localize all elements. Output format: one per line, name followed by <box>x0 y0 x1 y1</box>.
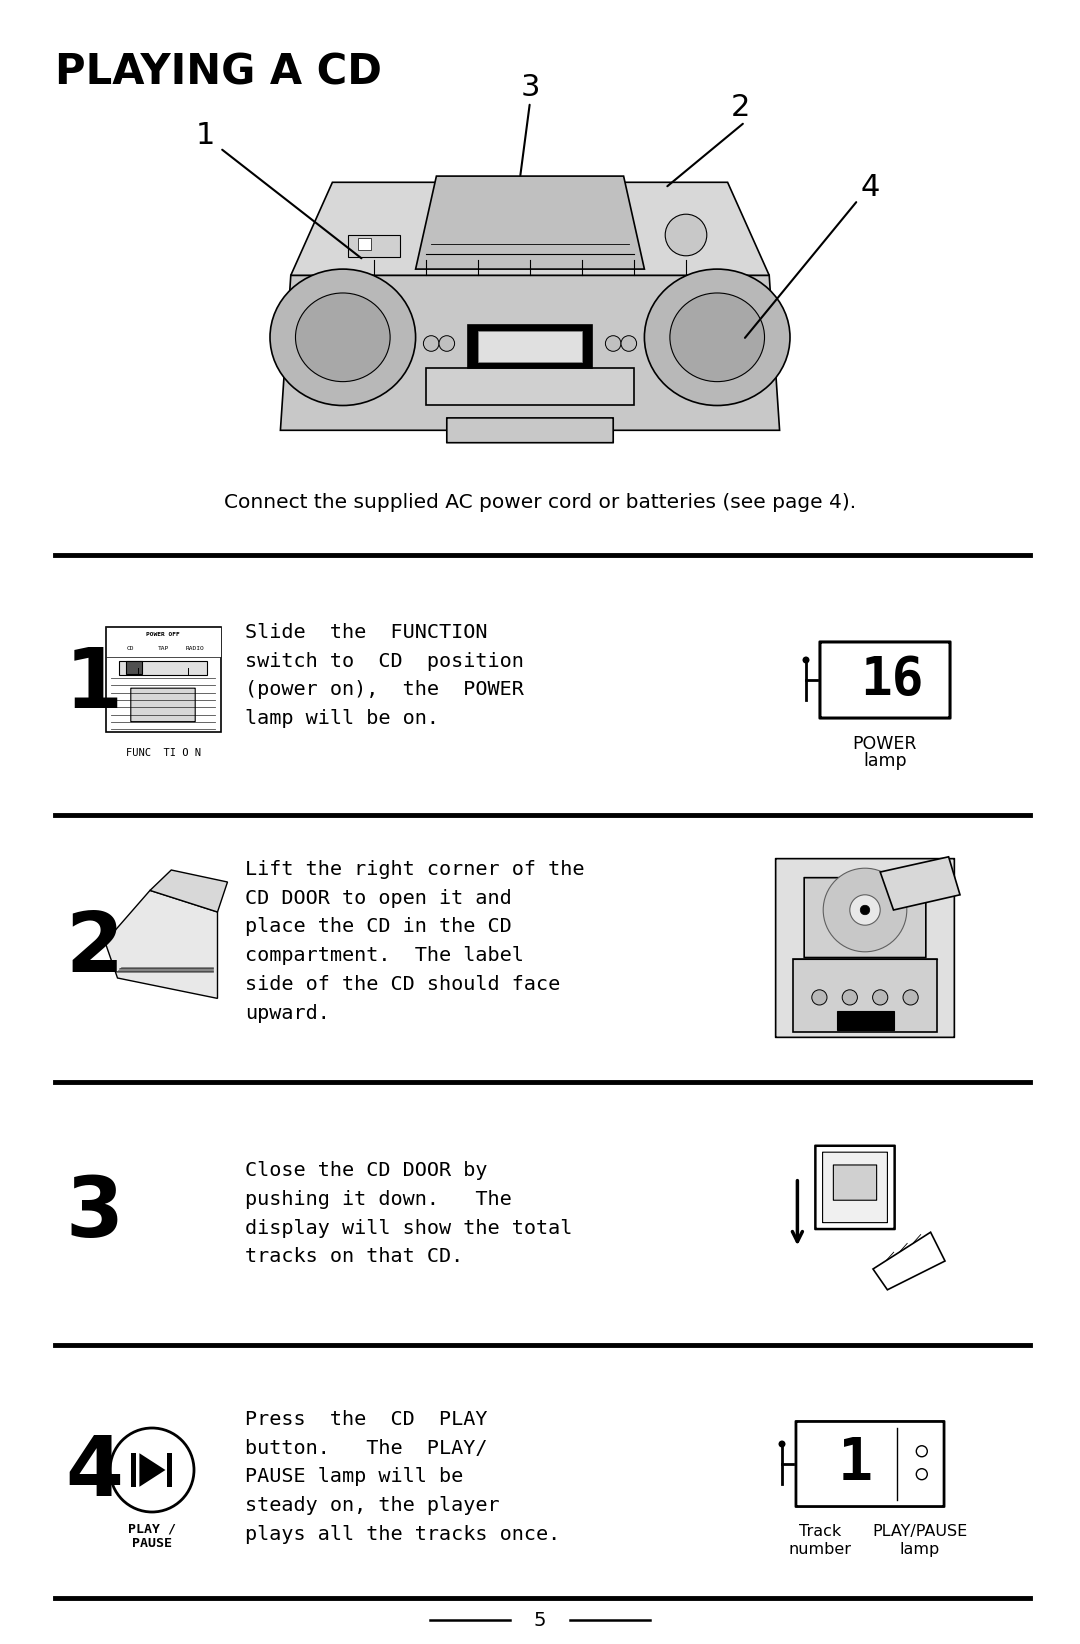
Text: 5: 5 <box>534 1611 546 1629</box>
Text: POWER: POWER <box>853 735 917 753</box>
Circle shape <box>802 656 810 664</box>
Text: 1: 1 <box>65 644 123 725</box>
FancyBboxPatch shape <box>447 418 613 442</box>
Text: Connect the supplied AC power cord or batteries (see page 4).: Connect the supplied AC power cord or ba… <box>224 493 856 511</box>
Text: 4: 4 <box>861 174 880 202</box>
Text: Close the CD DOOR by
pushing it down.   The
display will show the total
tracks o: Close the CD DOOR by pushing it down. Th… <box>245 1161 572 1266</box>
Ellipse shape <box>296 293 390 381</box>
Text: 16: 16 <box>860 654 923 705</box>
Circle shape <box>779 1440 785 1447</box>
Text: Press  the  CD  PLAY
button.   The  PLAY/
PAUSE lamp will be
steady on, the play: Press the CD PLAY button. The PLAY/ PAUS… <box>245 1411 561 1544</box>
Polygon shape <box>873 1233 945 1291</box>
Polygon shape <box>416 176 645 270</box>
Bar <box>468 326 593 368</box>
Text: Slide  the  FUNCTION
switch to  CD  position
(power on),  the  POWER
lamp will b: Slide the FUNCTION switch to CD position… <box>245 623 524 728</box>
Ellipse shape <box>670 293 765 381</box>
Circle shape <box>665 214 706 256</box>
Bar <box>166 1453 172 1486</box>
Circle shape <box>861 906 869 914</box>
FancyBboxPatch shape <box>815 1146 894 1230</box>
Circle shape <box>916 1445 928 1457</box>
FancyBboxPatch shape <box>805 878 926 957</box>
FancyBboxPatch shape <box>823 1152 888 1223</box>
Circle shape <box>873 990 888 1004</box>
Text: 2: 2 <box>65 907 123 988</box>
Circle shape <box>903 990 918 1004</box>
Text: Lift the right corner of the
CD DOOR to open it and
place the CD in the CD
compa: Lift the right corner of the CD DOOR to … <box>245 860 584 1023</box>
Text: PLAY /: PLAY / <box>129 1522 176 1535</box>
Bar <box>119 661 206 674</box>
Bar <box>106 628 220 733</box>
Polygon shape <box>105 891 217 998</box>
Ellipse shape <box>645 270 789 406</box>
Ellipse shape <box>270 270 416 406</box>
Text: CD: CD <box>127 646 135 651</box>
Bar <box>793 960 937 1031</box>
Text: PAUSE: PAUSE <box>132 1537 172 1550</box>
Polygon shape <box>139 1453 165 1486</box>
Text: number: number <box>788 1542 851 1557</box>
FancyBboxPatch shape <box>131 689 195 722</box>
Bar <box>478 330 582 362</box>
Polygon shape <box>281 275 780 431</box>
Polygon shape <box>291 182 769 275</box>
Text: lamp: lamp <box>863 751 907 769</box>
FancyBboxPatch shape <box>820 641 950 718</box>
Text: 4: 4 <box>65 1432 123 1512</box>
Text: PLAY/PAUSE: PLAY/PAUSE <box>873 1524 968 1539</box>
FancyBboxPatch shape <box>775 858 955 1037</box>
Bar <box>426 368 634 406</box>
Text: POWER OFF: POWER OFF <box>146 633 180 638</box>
Text: TAP: TAP <box>158 646 168 651</box>
Circle shape <box>438 335 455 352</box>
FancyBboxPatch shape <box>834 1166 877 1200</box>
Circle shape <box>842 990 858 1004</box>
Text: FUNC  TI O N: FUNC TI O N <box>125 748 201 758</box>
Circle shape <box>110 1429 194 1512</box>
Bar <box>837 1011 893 1029</box>
Circle shape <box>621 335 636 352</box>
Text: lamp: lamp <box>900 1542 940 1557</box>
Text: Track: Track <box>799 1524 841 1539</box>
Bar <box>348 235 400 256</box>
Text: 1: 1 <box>195 120 215 150</box>
Circle shape <box>606 335 621 352</box>
Text: PLAYING A CD: PLAYING A CD <box>55 53 382 94</box>
Text: 1: 1 <box>838 1435 873 1493</box>
Circle shape <box>423 335 438 352</box>
Bar <box>131 1453 136 1486</box>
Text: 2: 2 <box>730 94 750 123</box>
Circle shape <box>916 1468 928 1480</box>
Circle shape <box>823 868 907 952</box>
Polygon shape <box>150 870 228 912</box>
Text: RADIO: RADIO <box>186 646 204 651</box>
Polygon shape <box>880 857 960 911</box>
Text: 3: 3 <box>65 1172 123 1253</box>
Circle shape <box>850 894 880 926</box>
Bar <box>106 628 220 658</box>
FancyBboxPatch shape <box>796 1422 944 1506</box>
Circle shape <box>812 990 827 1004</box>
Text: 3: 3 <box>521 74 540 102</box>
Bar <box>359 238 372 250</box>
Bar <box>126 661 143 674</box>
